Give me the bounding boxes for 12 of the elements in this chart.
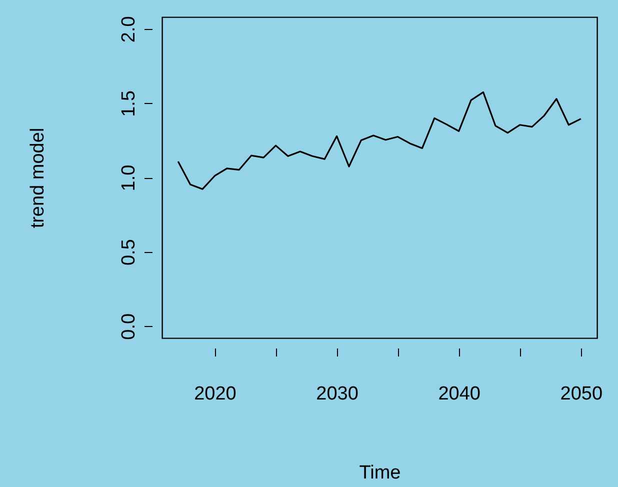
x-tick-label: 2040: [438, 384, 480, 404]
y-axis-title: trend model: [28, 128, 48, 228]
y-tick-label: 0.5: [118, 239, 140, 266]
x-tick-label: 2030: [316, 384, 358, 404]
y-tick-label: 0.0: [118, 313, 140, 340]
y-tick-label: 1.0: [118, 164, 140, 192]
x-tick-label: 2020: [194, 384, 236, 404]
y-tick-label: 2.0: [118, 16, 140, 43]
x-tick-label: 2050: [560, 384, 603, 404]
y-tick-label: 1.5: [118, 90, 140, 117]
x-axis-title: Time: [359, 462, 401, 484]
line-series: [177, 91, 582, 190]
